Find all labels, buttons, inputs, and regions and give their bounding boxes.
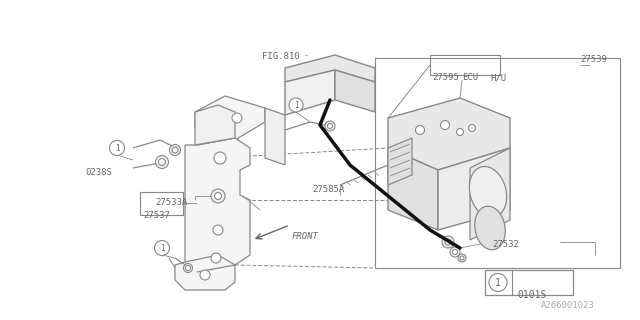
Text: 0101S: 0101S [517,290,547,300]
Circle shape [489,274,507,292]
Circle shape [325,121,335,131]
Polygon shape [285,70,335,115]
Circle shape [289,98,303,112]
Text: 27585A: 27585A [312,185,344,194]
Text: 27537: 27537 [143,211,170,220]
Polygon shape [265,108,285,165]
Circle shape [154,241,170,255]
Text: H/U: H/U [490,73,506,82]
Text: 1: 1 [115,143,119,153]
Polygon shape [185,138,250,272]
Circle shape [468,124,476,132]
Polygon shape [175,255,235,290]
Polygon shape [388,138,412,185]
Circle shape [458,254,466,262]
Circle shape [450,247,460,257]
Polygon shape [388,148,438,230]
Polygon shape [388,98,510,170]
Text: FRONT: FRONT [292,232,319,241]
Circle shape [172,147,178,153]
Circle shape [211,253,221,263]
Polygon shape [470,148,510,240]
Circle shape [159,158,166,165]
Polygon shape [195,105,235,145]
Polygon shape [438,148,510,230]
Circle shape [442,236,454,248]
Circle shape [460,256,464,260]
Text: FIG.810: FIG.810 [262,52,300,61]
Text: A266001023: A266001023 [541,301,595,310]
Polygon shape [335,70,375,112]
Text: 27539: 27539 [580,55,607,64]
Circle shape [452,250,458,254]
Circle shape [213,225,223,235]
Ellipse shape [475,206,505,250]
Circle shape [170,145,180,156]
Circle shape [109,140,125,156]
Circle shape [415,125,424,134]
Text: 27595: 27595 [432,73,459,82]
Circle shape [211,189,225,203]
Circle shape [184,263,193,273]
Text: 27532: 27532 [492,240,519,249]
Polygon shape [285,55,375,82]
Text: 1: 1 [160,244,164,252]
Circle shape [156,156,168,169]
Text: 27533A: 27533A [156,198,188,207]
Circle shape [445,239,451,245]
Circle shape [232,113,242,123]
Circle shape [456,129,463,135]
Polygon shape [195,96,265,140]
Circle shape [214,193,221,199]
Circle shape [440,121,449,130]
Circle shape [200,270,210,280]
Text: 0238S: 0238S [85,168,112,177]
Text: 1: 1 [495,277,501,287]
Circle shape [214,152,226,164]
Text: ECU: ECU [462,73,478,82]
Ellipse shape [469,166,507,218]
Circle shape [186,266,191,270]
Circle shape [328,124,333,129]
Circle shape [213,190,223,200]
Text: 1: 1 [294,100,298,109]
